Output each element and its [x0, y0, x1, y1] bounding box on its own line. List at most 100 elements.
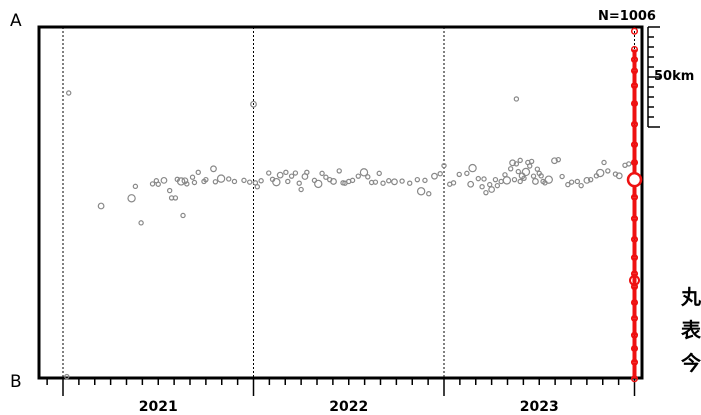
past-event-point	[475, 175, 481, 182]
past-event-point	[258, 178, 264, 184]
past-event-point	[517, 157, 523, 164]
x-tick-label: 2022	[329, 399, 368, 415]
past-event-point	[426, 191, 432, 197]
past-event-point	[336, 168, 342, 174]
past-event-point	[416, 187, 426, 196]
past-event-point	[210, 165, 217, 173]
recent-event-point	[630, 158, 639, 167]
past-event-point	[172, 195, 179, 201]
past-event-point	[285, 178, 291, 185]
recent-event-point	[630, 215, 639, 223]
past-event-point	[149, 181, 156, 187]
recent-event-point	[630, 120, 639, 128]
past-event-point	[521, 175, 527, 181]
recent-event-point	[630, 82, 639, 90]
recent-event-point	[630, 358, 639, 366]
past-event-point	[391, 178, 398, 186]
past-event-point	[349, 177, 356, 184]
series-recent-events	[626, 27, 643, 383]
past-event-point	[488, 186, 496, 193]
past-event-point	[532, 178, 539, 185]
past-event-point	[386, 178, 392, 184]
past-event-point	[559, 173, 565, 180]
past-event-point	[319, 170, 325, 177]
scale-bar-label: 50km	[654, 69, 694, 84]
past-event-point	[189, 174, 196, 180]
past-event-point	[314, 179, 323, 189]
recent-event-point	[630, 314, 639, 322]
past-event-point	[492, 176, 499, 183]
past-event-point	[494, 182, 501, 189]
past-event-point	[407, 180, 413, 186]
recent-event-point	[630, 254, 639, 262]
past-event-point	[513, 96, 520, 102]
past-event-point	[551, 157, 558, 165]
x-axis-tick-labels: 2021 2022 2023	[139, 399, 559, 415]
past-event-point	[180, 212, 186, 219]
past-event-point	[464, 170, 470, 177]
x-tick-label: 2021	[139, 399, 178, 415]
past-event-point	[365, 174, 371, 180]
past-event-point	[437, 171, 443, 177]
annotation-glyph-2: 表	[681, 318, 701, 342]
past-event-point	[254, 184, 261, 190]
past-event-point	[191, 179, 198, 186]
series-past-events	[64, 90, 632, 380]
past-event-point	[568, 179, 575, 185]
past-event-point	[127, 194, 136, 203]
x-axis-ticks	[46, 378, 636, 396]
past-event-point	[498, 178, 504, 185]
past-event-point	[246, 179, 253, 185]
recent-event-point	[630, 99, 639, 108]
past-event-point	[530, 173, 537, 179]
past-event-point	[596, 168, 605, 178]
past-event-point	[534, 166, 541, 172]
past-event-point	[276, 171, 284, 179]
past-event-point	[330, 178, 337, 185]
recent-event-point	[630, 344, 639, 353]
past-event-point	[283, 169, 289, 176]
past-event-point	[372, 179, 379, 185]
past-event-point	[511, 176, 518, 183]
recent-event-point	[630, 67, 639, 75]
year-boundary-lines	[62, 27, 635, 378]
past-event-point	[155, 181, 161, 187]
x-tick-label: 2023	[520, 399, 559, 415]
past-event-point	[323, 174, 329, 180]
past-event-point	[507, 166, 514, 172]
past-event-point	[272, 177, 281, 187]
past-event-point	[288, 173, 295, 179]
past-event-point	[212, 179, 219, 185]
past-event-point	[231, 178, 238, 185]
past-event-point	[184, 181, 190, 187]
recent-event-point	[630, 331, 639, 339]
past-event-point	[615, 172, 623, 180]
past-event-point	[304, 169, 310, 176]
recent-event-point	[630, 27, 639, 35]
past-event-point	[527, 163, 533, 169]
past-event-point	[601, 159, 607, 166]
past-event-point	[578, 182, 584, 189]
past-event-point	[241, 177, 247, 184]
past-event-point	[502, 176, 512, 185]
past-event-point	[250, 100, 257, 108]
recent-event-point	[630, 298, 639, 307]
past-event-point	[538, 173, 544, 179]
past-event-point	[203, 176, 209, 183]
past-event-point	[292, 170, 299, 176]
past-event-point	[605, 168, 611, 174]
past-event-point	[66, 90, 72, 96]
past-event-point	[431, 172, 438, 180]
past-event-point	[160, 176, 168, 184]
past-event-point	[441, 162, 447, 169]
recent-large-event	[626, 171, 643, 188]
past-event-point	[132, 183, 139, 190]
past-event-point	[487, 181, 493, 188]
past-event-point	[296, 180, 302, 186]
past-event-point	[450, 180, 457, 186]
past-event-point	[515, 168, 521, 175]
past-event-point	[195, 169, 201, 176]
count-label: N=1006	[598, 9, 656, 24]
past-event-point	[376, 170, 382, 177]
